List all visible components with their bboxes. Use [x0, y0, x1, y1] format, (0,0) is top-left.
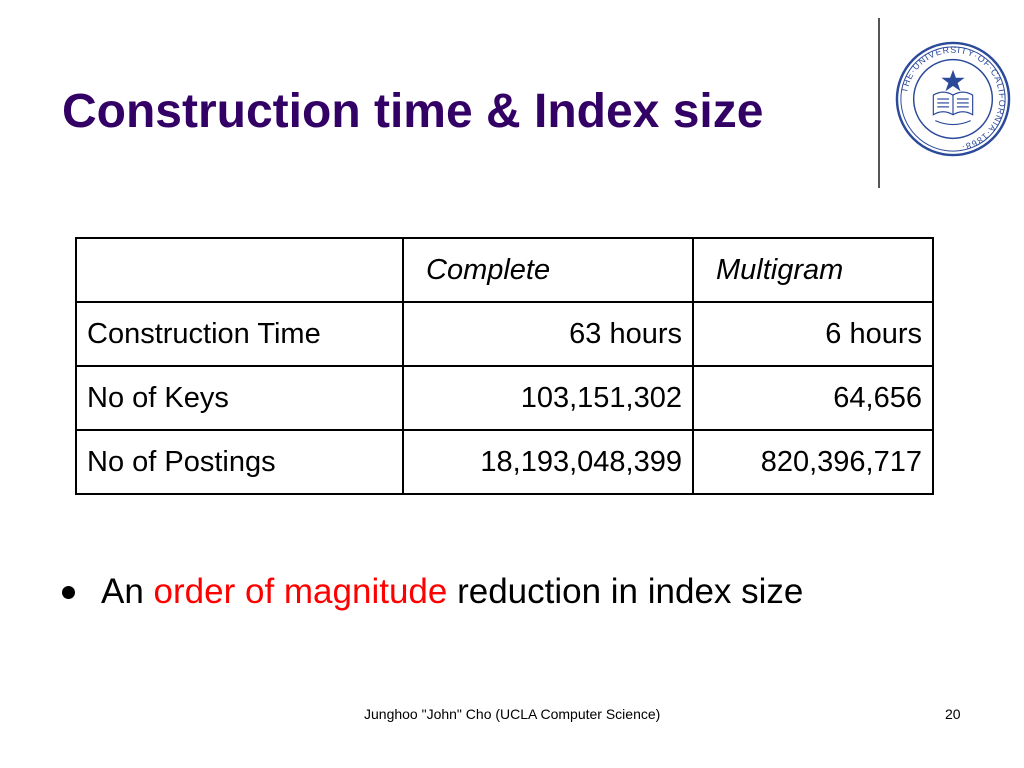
table-header-row: Complete Multigram: [75, 237, 934, 303]
complete-value: 18,193,048,399: [402, 429, 694, 495]
multigram-value: 820,396,717: [692, 429, 934, 495]
multigram-value: 6 hours: [692, 301, 934, 367]
row-label: No of Postings: [75, 429, 404, 495]
bullet-highlight: order of magnitude: [153, 572, 448, 611]
footer-text: Junghoo "John" Cho (UCLA Computer Scienc…: [364, 706, 661, 722]
bullet-dot-icon: [62, 585, 75, 599]
table-header-empty: [75, 237, 404, 303]
complete-value: 63 hours: [402, 301, 694, 367]
university-of-california-seal-icon: THE·UNIVERSITY·OF·CALIFORNIA·1868·: [895, 41, 1011, 157]
table-row: No of Postings 18,193,048,399 820,396,71…: [75, 429, 934, 495]
complete-value: 103,151,302: [402, 365, 694, 431]
bullet-text: An order of magnitude reduction in index…: [101, 572, 803, 612]
table-header-multigram: Multigram: [692, 237, 934, 303]
comparison-table: Complete Multigram Construction Time 63 …: [75, 237, 934, 495]
bullet-suffix: reduction in index size: [447, 572, 804, 611]
slide-title: Construction time & Index size: [62, 85, 764, 138]
bullet-point: An order of magnitude reduction in index…: [62, 572, 803, 612]
page-number: 20: [945, 706, 961, 722]
multigram-value: 64,656: [692, 365, 934, 431]
bullet-prefix: An: [101, 572, 154, 611]
table-header-complete: Complete: [402, 237, 694, 303]
table-row: Construction Time 63 hours 6 hours: [75, 301, 934, 367]
row-label: No of Keys: [75, 365, 404, 431]
row-label: Construction Time: [75, 301, 404, 367]
table-row: No of Keys 103,151,302 64,656: [75, 365, 934, 431]
title-divider: [878, 18, 880, 188]
